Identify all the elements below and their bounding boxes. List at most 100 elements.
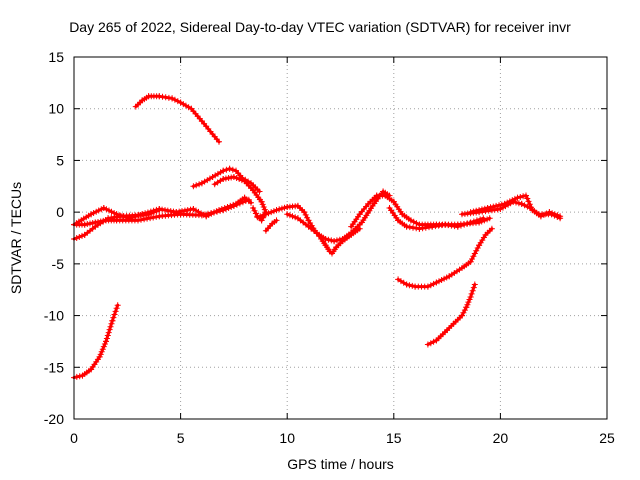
data-point [220, 167, 227, 174]
data-point [278, 205, 285, 212]
data-point [250, 205, 257, 211]
data-point [441, 275, 448, 282]
data-point [409, 282, 416, 289]
series-arc-08 [254, 202, 363, 257]
data-point [504, 199, 511, 206]
series-trace-arc-04 [72, 303, 120, 380]
data-point [265, 210, 272, 217]
data-point [103, 335, 110, 342]
data-point [487, 204, 494, 211]
data-point [322, 236, 329, 242]
data-point [468, 290, 475, 297]
data-point [126, 215, 133, 222]
data-point [520, 193, 527, 200]
data-point [251, 207, 258, 214]
x-tick-label-2: 10 [279, 430, 295, 446]
data-point [467, 294, 474, 300]
data-point [142, 210, 149, 217]
data-point [136, 212, 142, 219]
data-point [470, 284, 477, 291]
data-point [103, 206, 110, 213]
data-point [108, 208, 115, 215]
series-arc-16 [424, 281, 478, 348]
data-point [498, 201, 505, 208]
data-point [113, 211, 120, 218]
data-point [236, 176, 243, 182]
data-point [424, 341, 431, 348]
data-point [557, 213, 564, 220]
data-point [110, 314, 117, 321]
data-point [260, 212, 266, 219]
data-point [230, 174, 237, 180]
data-point [289, 213, 296, 220]
data-point [481, 205, 488, 212]
series-trace-arc-08 [255, 204, 362, 255]
series-arc-04 [71, 302, 121, 381]
data-point [216, 207, 222, 214]
data-point [474, 245, 481, 251]
data-point [422, 224, 429, 231]
data-point [484, 205, 491, 211]
data-point [292, 214, 299, 221]
data-point [100, 343, 107, 350]
data-point [76, 373, 83, 380]
y-tick-label-7: -20 [44, 411, 64, 427]
data-point [302, 211, 309, 218]
data-point [268, 209, 275, 216]
data-point [112, 308, 119, 315]
data-point [543, 210, 550, 217]
data-point [454, 223, 461, 230]
data-point [540, 211, 547, 218]
y-axis-label: SDTVAR / TECUs [8, 181, 24, 295]
data-point [301, 209, 308, 216]
data-point [336, 236, 343, 243]
data-point [407, 217, 414, 224]
data-point [526, 201, 533, 208]
data-point [410, 218, 417, 225]
data-point [484, 216, 491, 223]
data-point [470, 253, 477, 260]
data-point [406, 224, 413, 231]
data-point [258, 198, 265, 205]
data-point [76, 234, 83, 240]
data-point [270, 208, 277, 215]
data-point [254, 214, 261, 221]
data-point [103, 338, 109, 345]
data-point [525, 198, 532, 205]
data-point [470, 218, 477, 225]
data-point [486, 215, 493, 222]
data-point [147, 215, 154, 222]
x-axis-label: GPS time / hours [287, 456, 394, 472]
data-point [221, 205, 228, 211]
data-point [478, 206, 485, 213]
data-point [465, 299, 472, 306]
data-point [470, 208, 477, 215]
data-point [262, 211, 269, 218]
y-tick-label-3: 0 [56, 204, 64, 220]
data-point [496, 202, 502, 209]
data-point [153, 213, 160, 220]
data-point [406, 282, 413, 289]
data-point [223, 166, 230, 173]
data-point [433, 279, 440, 286]
x-tick-label-1: 5 [177, 430, 185, 446]
data-point [528, 204, 535, 211]
data-point [403, 281, 410, 288]
data-point [226, 165, 233, 172]
data-point [141, 216, 148, 223]
data-point [105, 329, 112, 336]
data-point [436, 278, 442, 285]
data-point [216, 138, 222, 145]
data-point [281, 204, 288, 211]
data-point [286, 212, 293, 219]
data-point [467, 209, 474, 216]
data-point [276, 206, 283, 213]
data-point [116, 212, 123, 219]
data-point [147, 208, 154, 215]
data-point [511, 195, 518, 202]
data-point [156, 206, 163, 212]
data-point [252, 210, 259, 217]
data-point [153, 206, 160, 213]
data-point [471, 250, 478, 257]
data-point [464, 301, 471, 308]
